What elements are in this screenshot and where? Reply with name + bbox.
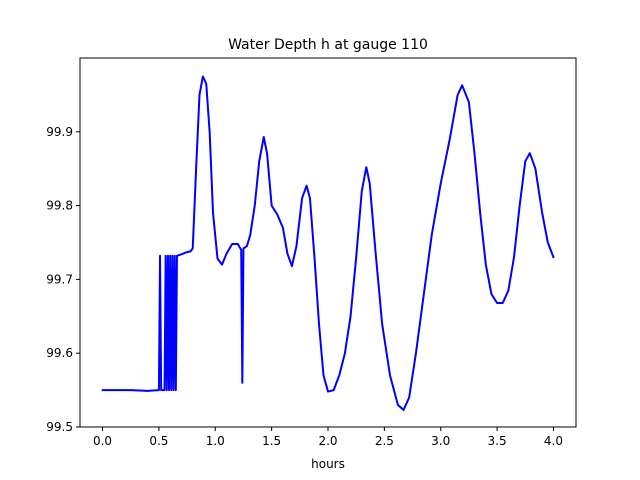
x-tick-label: 2.5 <box>375 434 394 448</box>
x-tick-label: 2.0 <box>318 434 337 448</box>
x-tick-label: 1.0 <box>206 434 225 448</box>
x-tick-label: 0.5 <box>149 434 168 448</box>
y-tick-label: 99.6 <box>46 346 73 360</box>
series-layer <box>101 75 555 412</box>
y-tick-label: 99.7 <box>46 272 73 286</box>
y-axis: 99.5 99.6 99.7 99.8 99.9 <box>46 125 80 434</box>
x-tick-label: 4.0 <box>544 434 563 448</box>
x-axis-label: hours <box>311 457 345 471</box>
chart-title: Water Depth h at gauge 110 <box>228 37 428 53</box>
y-tick-label: 99.9 <box>46 125 73 139</box>
x-tick-label: 3.0 <box>431 434 450 448</box>
series-line <box>101 75 555 412</box>
y-tick-label: 99.5 <box>46 420 73 434</box>
plot-area <box>79 57 577 428</box>
x-tick-label: 3.5 <box>488 434 507 448</box>
x-tick-label: 0.0 <box>93 434 112 448</box>
plot-background <box>80 58 576 427</box>
y-tick-label: 99.8 <box>46 199 73 213</box>
x-tick-label: 1.5 <box>262 434 281 448</box>
x-axis: 0.0 0.5 1.0 1.5 2.0 2.5 3.0 3.5 4.0 <box>93 427 563 448</box>
